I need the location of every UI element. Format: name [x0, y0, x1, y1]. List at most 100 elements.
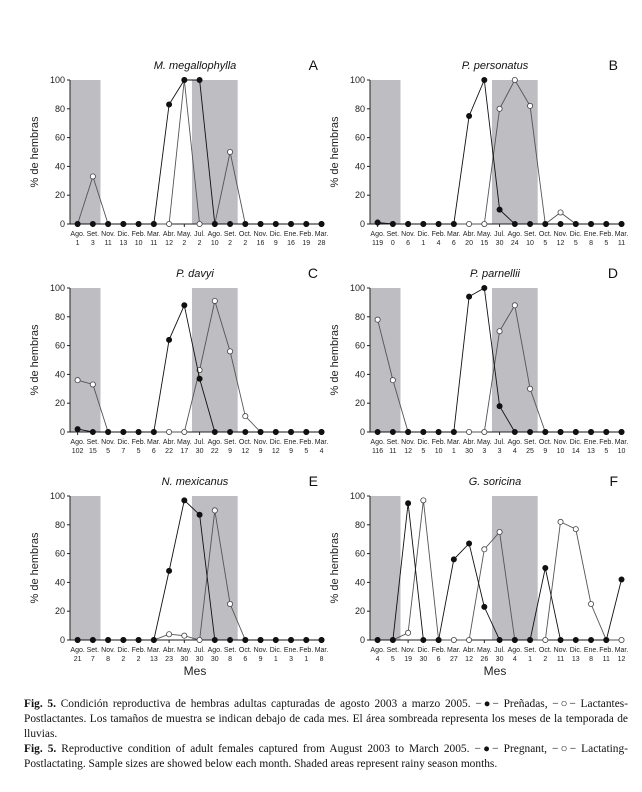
- y-tick-label: 40: [55, 161, 65, 171]
- sample-size-label: 4: [513, 656, 517, 663]
- x-tick-label: Dic.: [270, 231, 282, 238]
- pregnant-point: [389, 220, 396, 227]
- pregnant-point: [120, 220, 127, 227]
- sample-size-label: 2: [137, 656, 141, 663]
- pregnant-point: [618, 576, 625, 583]
- y-tick-label: 80: [355, 520, 365, 530]
- pregnant-point: [181, 302, 188, 309]
- sample-size-label: 6: [152, 448, 156, 455]
- y-tick-label: 80: [55, 312, 65, 322]
- sample-size-label: 9: [228, 448, 232, 455]
- pregnant-point: [89, 428, 96, 435]
- panel-title: P. davyi: [176, 268, 214, 280]
- pregnant-point: [181, 77, 188, 84]
- x-tick-label: Nov.: [254, 647, 268, 654]
- lactating-point: [542, 637, 549, 644]
- x-tick-label: Dic.: [270, 647, 282, 654]
- pregnant-point: [105, 637, 112, 644]
- x-tick-label: Mar.: [447, 439, 461, 446]
- lactating-point: [166, 220, 173, 227]
- x-tick-label: Ago.: [208, 231, 222, 238]
- x-tick-label: Oct.: [239, 439, 252, 446]
- lactating-point: [242, 413, 249, 420]
- x-tick-label: Ago.: [208, 439, 222, 446]
- panel-title: P. personatus: [462, 60, 529, 72]
- x-tick-label: Set.: [87, 231, 100, 238]
- lactating-point: [496, 529, 503, 536]
- pregnant-point: [450, 556, 457, 563]
- x-tick-label: May.: [177, 231, 192, 238]
- pregnant-point: [542, 565, 549, 572]
- x-tick-label: Feb.: [299, 439, 313, 446]
- sample-size-label: 13: [587, 448, 595, 455]
- sample-size-label: 22: [211, 448, 219, 455]
- x-tick-label: Ago.: [370, 439, 384, 446]
- sample-size-label: 10: [135, 240, 143, 247]
- y-axis-label: % de hembras: [29, 324, 41, 395]
- x-tick-label: Ene.: [584, 439, 598, 446]
- lactating-point: [496, 105, 503, 112]
- x-tick-label: Abr.: [463, 647, 476, 654]
- pregnant-point: [420, 637, 427, 644]
- sample-size-label: 5: [137, 448, 141, 455]
- pregnant-point: [303, 220, 310, 227]
- x-tick-label: Feb.: [599, 647, 613, 654]
- y-tick-label: 0: [60, 635, 65, 645]
- x-tick-label: Abr.: [463, 231, 476, 238]
- x-tick-label: Set.: [524, 647, 537, 654]
- x-tick-label: Ene.: [284, 439, 298, 446]
- sample-size-label: 12: [465, 656, 473, 663]
- x-tick-label: May.: [477, 439, 492, 446]
- sample-size-label: 22: [165, 448, 173, 455]
- pregnant-point: [542, 220, 549, 227]
- lactating-point: [166, 631, 173, 638]
- sample-size-label: 20: [465, 240, 473, 247]
- x-tick-label: Dic.: [570, 439, 582, 446]
- y-tick-label: 100: [50, 283, 65, 293]
- pregnant-point: [227, 428, 234, 435]
- sample-size-label: 16: [257, 240, 265, 247]
- x-tick-label: Nov.: [554, 231, 568, 238]
- panel-letter: A: [309, 57, 319, 73]
- lactating-point: [211, 507, 218, 514]
- sample-size-label: 12: [404, 448, 412, 455]
- pregnant-point: [557, 637, 564, 644]
- lactating-point: [466, 428, 473, 435]
- x-tick-label: Feb.: [432, 439, 446, 446]
- sample-size-label: 2: [243, 240, 247, 247]
- pregnant-point: [105, 428, 112, 435]
- lactating-point: [466, 637, 473, 644]
- x-tick-label: Jul.: [194, 439, 205, 446]
- x-tick-label: Mar.: [315, 231, 329, 238]
- pregnant-point: [496, 206, 503, 213]
- pregnant-point: [303, 637, 310, 644]
- x-tick-label: Nov.: [401, 231, 415, 238]
- x-axis-label: Mes: [484, 664, 507, 678]
- sample-size-label: 26: [480, 656, 488, 663]
- pregnant-point: [227, 637, 234, 644]
- pregnant-point: [481, 284, 488, 291]
- pregnant-point: [572, 220, 579, 227]
- pregnant-point: [466, 113, 473, 120]
- rainy-season-band: [491, 288, 538, 432]
- sample-size-label: 5: [543, 240, 547, 247]
- x-tick-label: Dic.: [417, 647, 429, 654]
- chart-panel-b: 0 20 40 60 80 100 % de hembras Ago. 119 Set. 0 Nov.…: [329, 57, 628, 247]
- rainy-season-band: [70, 80, 101, 224]
- x-tick-label: Feb.: [432, 647, 446, 654]
- pregnant-point: [120, 637, 127, 644]
- x-tick-label: Nov.: [101, 439, 115, 446]
- lactating-point: [466, 220, 473, 227]
- x-tick-label: Set.: [524, 231, 537, 238]
- y-tick-label: 0: [360, 427, 365, 437]
- pregnant-point: [389, 428, 396, 435]
- pregnant-point: [242, 220, 249, 227]
- y-tick-label: 100: [350, 283, 365, 293]
- pregnant-point: [288, 428, 295, 435]
- pregnant-point: [166, 336, 173, 343]
- x-tick-label: Feb.: [599, 439, 613, 446]
- sample-size-label: 4: [513, 448, 517, 455]
- x-tick-label: Ago.: [70, 231, 84, 238]
- sample-size-label: 19: [302, 240, 310, 247]
- sample-size-label: 12: [618, 656, 626, 663]
